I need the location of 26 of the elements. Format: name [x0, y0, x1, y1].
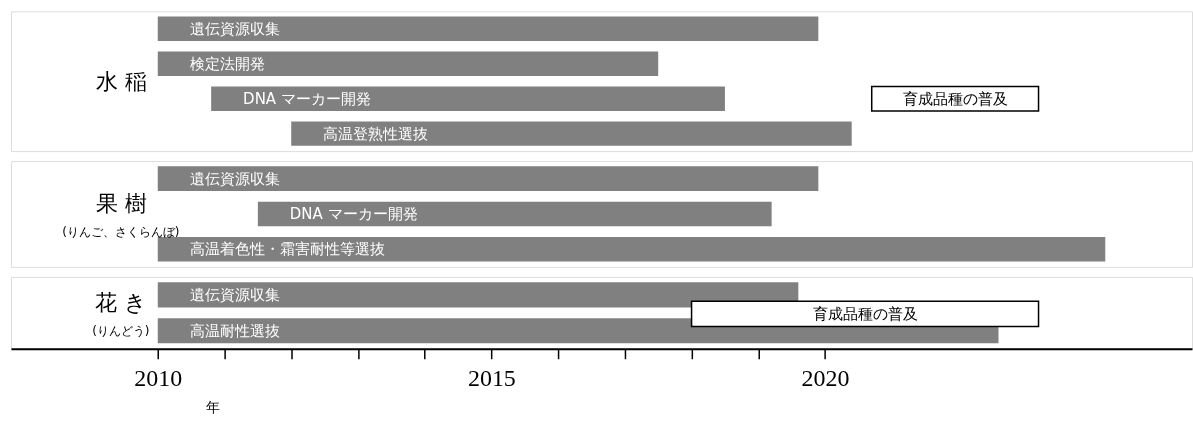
bar — [157, 51, 659, 76]
y-axis-title: 花 き — [95, 290, 148, 316]
x-axis-title: 年 — [206, 399, 221, 416]
series-label: 育成品種の普及 — [812, 304, 918, 323]
x-tick-label: 2010 — [134, 365, 183, 392]
category-label: DNA マーカー開発 — [289, 204, 418, 223]
annotation: (りんどう) — [92, 323, 150, 338]
category-label: 遺伝資源収集 — [189, 285, 280, 304]
series-label: 育成品種の普及 — [902, 89, 1008, 108]
category-label: DNA マーカー開発 — [243, 89, 371, 108]
category-label: 遺伝資源収集 — [189, 169, 280, 188]
x-tick-label: 2020 — [801, 365, 850, 392]
bar — [690, 300, 1040, 328]
bar — [157, 16, 819, 42]
y-axis-title: 水 稲 — [95, 68, 147, 94]
category-label: 遺伝資源収集 — [189, 19, 280, 38]
category-label: 検定法開発 — [189, 54, 265, 73]
x-tick-label: 2015 — [467, 365, 516, 392]
bar — [157, 282, 799, 308]
bar — [211, 86, 725, 111]
annotation: (りんご、さくらんぼ) — [62, 224, 180, 239]
category-label: 高温着色性・霜害耐性等選抜 — [189, 240, 385, 259]
bar — [291, 121, 852, 146]
category-label: 高温登熟性選抜 — [323, 124, 429, 143]
y-axis-title: 果 樹 — [95, 191, 147, 217]
category-label: 高温耐性選抜 — [189, 321, 280, 340]
